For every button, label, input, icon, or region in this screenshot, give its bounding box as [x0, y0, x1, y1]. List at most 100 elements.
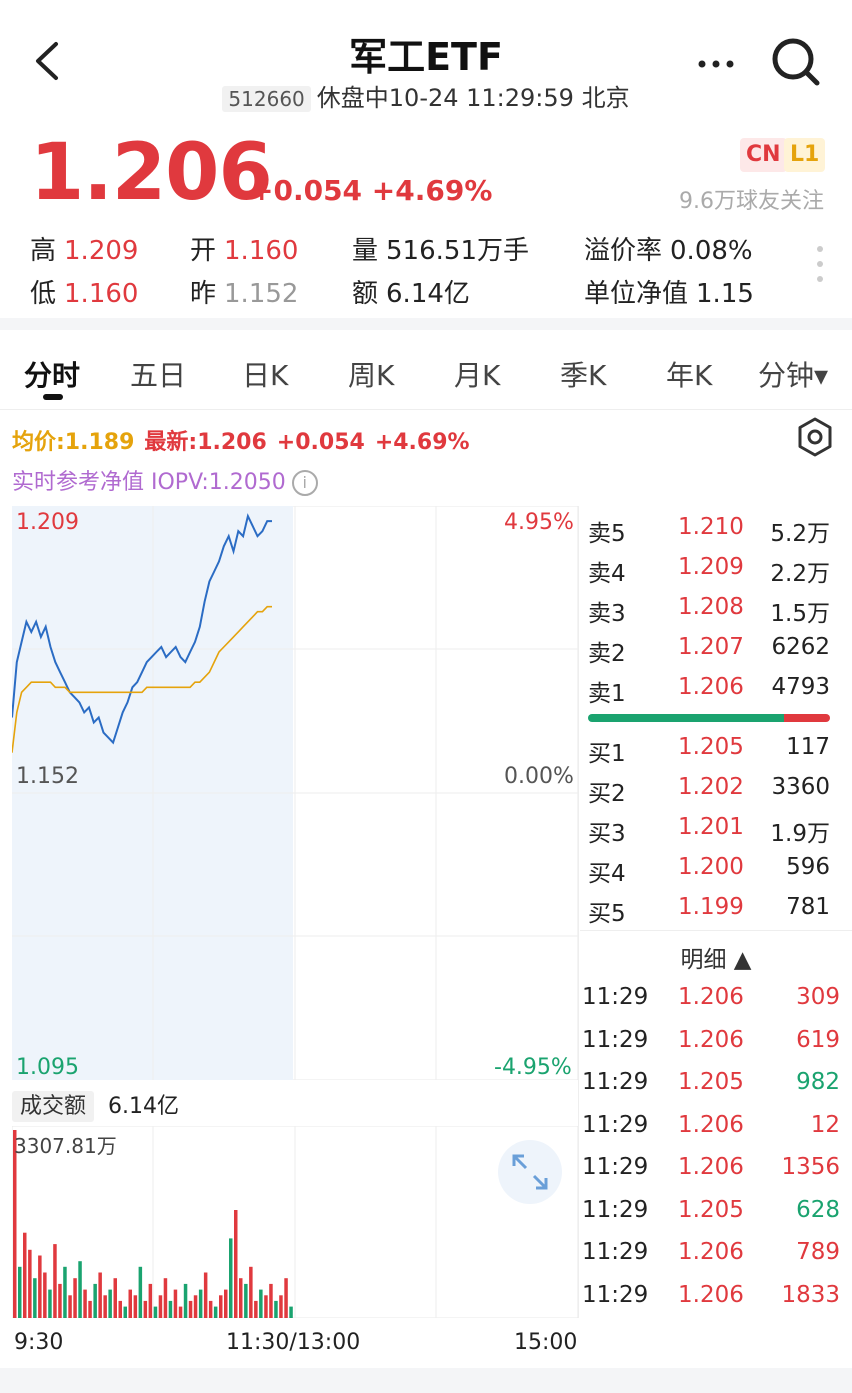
- pct-axis-mid: 0.00%: [504, 764, 574, 789]
- info-icon[interactable]: i: [291, 470, 318, 496]
- more-stats-icon[interactable]: [814, 244, 826, 284]
- volume-bar: [173, 1289, 178, 1318]
- percent-legend: +4.69%: [374, 430, 470, 455]
- volume-bar: [53, 1244, 57, 1318]
- stat-premium: 溢价率 0.08%: [584, 236, 753, 266]
- stat-volume: 量 516.51万手: [352, 236, 529, 266]
- time-start: 9:30: [14, 1330, 64, 1355]
- market-badge: CN: [740, 138, 787, 172]
- volume-bar: [183, 1283, 188, 1318]
- expand-icon: [512, 1154, 548, 1190]
- tab-quarterly-k[interactable]: 季K: [560, 359, 607, 392]
- sell-strength-bar: [784, 714, 830, 722]
- volume-header: 成交额 6.14亿: [12, 1088, 180, 1122]
- price-line: [12, 513, 272, 745]
- volume-bar: [148, 1283, 153, 1318]
- tab-monthly-k[interactable]: 月K: [454, 359, 501, 392]
- volume-bar: [43, 1272, 47, 1318]
- trade-detail-toggle[interactable]: 明细 ▲: [680, 947, 752, 973]
- section-separator: [0, 318, 852, 330]
- volume-bar: [229, 1238, 233, 1318]
- more-icon[interactable]: [694, 42, 738, 86]
- search-icon[interactable]: [768, 34, 824, 90]
- tab-weekly-k[interactable]: 周K: [348, 359, 395, 392]
- buy-strength-bar: [588, 714, 784, 722]
- volume-bar: [88, 1300, 92, 1318]
- ask-row-1: 卖1 1.206 4793: [588, 674, 830, 707]
- settings-icon[interactable]: [794, 416, 836, 458]
- tab-intraday[interactable]: 分时: [24, 359, 81, 392]
- book-divider: [580, 930, 852, 931]
- volume-bar: [108, 1289, 112, 1318]
- pct-axis-low: -4.95%: [494, 1055, 572, 1080]
- volume-bar: [249, 1266, 253, 1318]
- volume-chart[interactable]: [12, 1126, 578, 1318]
- avg-price-line: [12, 605, 272, 753]
- volume-bar: [113, 1278, 117, 1318]
- bid-row-3: 买3 1.201 1.9万: [588, 814, 830, 847]
- volume-bar: [198, 1289, 203, 1318]
- back-icon[interactable]: [28, 36, 68, 86]
- bid-row-1: 买1 1.205 117: [588, 734, 830, 767]
- volume-bar: [178, 1306, 183, 1318]
- page-subtitle: 512660 休盘中10-24 11:29:59 北京: [0, 78, 852, 113]
- top-bar: 军工ETF 512660 休盘中10-24 11:29:59 北京: [0, 0, 852, 120]
- tab-daily-k[interactable]: 日K: [242, 359, 289, 392]
- volume-bar: [244, 1283, 248, 1318]
- volume-bar: [279, 1295, 283, 1318]
- intraday-price-chart[interactable]: [12, 506, 578, 1080]
- volume-bar: [118, 1300, 122, 1318]
- volume-bar: [264, 1295, 268, 1318]
- bid-row-4: 买4 1.200 596: [588, 854, 830, 887]
- volume-bar: [98, 1272, 102, 1318]
- y-axis-mid: 1.152: [16, 764, 79, 789]
- stock-code: 512660: [222, 86, 311, 112]
- trade-row: 11:29 1.206 12: [582, 1112, 840, 1138]
- volume-bar: [93, 1283, 97, 1318]
- volume-bar: [103, 1295, 107, 1318]
- volume-bar: [58, 1283, 62, 1318]
- page-title: 军工ETF: [349, 35, 503, 79]
- level-badge[interactable]: L1: [784, 138, 826, 172]
- chart-legend: 均价:1.189 最新:1.206 +0.054 +4.69%: [12, 424, 480, 456]
- chart-tabs: 分时 五日 日K 周K 月K 季K 年K 分钟▾: [0, 338, 852, 410]
- stat-open: 开 1.160: [190, 236, 299, 266]
- volume-bar: [138, 1266, 143, 1318]
- trade-row: 11:29 1.206 1833: [582, 1282, 840, 1308]
- price-change: +0.054 +4.69%: [250, 174, 493, 207]
- trade-row: 11:29 1.206 789: [582, 1239, 840, 1265]
- volume-bar: [78, 1261, 82, 1318]
- volume-bar: [203, 1272, 208, 1318]
- volume-bar: [224, 1289, 228, 1318]
- volume-bar: [234, 1210, 238, 1318]
- book-left-border: [578, 506, 579, 1318]
- volume-bar: [188, 1300, 193, 1318]
- tab-yearly-k[interactable]: 年K: [666, 359, 713, 392]
- stat-high: 高 1.209: [30, 236, 139, 266]
- ask-row-2: 卖2 1.207 6262: [588, 634, 830, 667]
- ask-row-5: 卖5 1.210 5.2万: [588, 514, 830, 547]
- volume-bar: [28, 1249, 32, 1318]
- time-mid: 11:30/13:00: [226, 1330, 361, 1355]
- tab-minute[interactable]: 分钟▾: [758, 359, 829, 392]
- volume-max-label: 3307.81万: [14, 1134, 117, 1158]
- time-end: 15:00: [514, 1330, 578, 1355]
- volume-bar: [48, 1289, 52, 1318]
- y-axis-high: 1.209: [16, 510, 79, 535]
- tabs-divider: [0, 409, 852, 410]
- volume-bar: [23, 1232, 27, 1318]
- latest-price-legend: 最新:1.206: [144, 430, 267, 455]
- volume-bar: [239, 1278, 243, 1318]
- iopv-legend: 实时参考净值 IOPV:1.2050 i: [12, 464, 318, 496]
- ask-row-3: 卖3 1.208 1.5万: [588, 594, 830, 627]
- ask-row-4: 卖4 1.209 2.2万: [588, 554, 830, 587]
- expand-chart-button[interactable]: [498, 1140, 562, 1204]
- volume-bar: [18, 1266, 22, 1318]
- tab-five-day[interactable]: 五日: [130, 359, 187, 392]
- volume-bar: [13, 1130, 17, 1318]
- followers-count[interactable]: 9.6万球友关注: [679, 189, 824, 214]
- volume-bar: [83, 1289, 87, 1318]
- trade-row: 11:29 1.205 628: [582, 1197, 840, 1223]
- volume-total: 6.14亿: [108, 1094, 180, 1119]
- volume-type-chip[interactable]: 成交额: [12, 1091, 95, 1122]
